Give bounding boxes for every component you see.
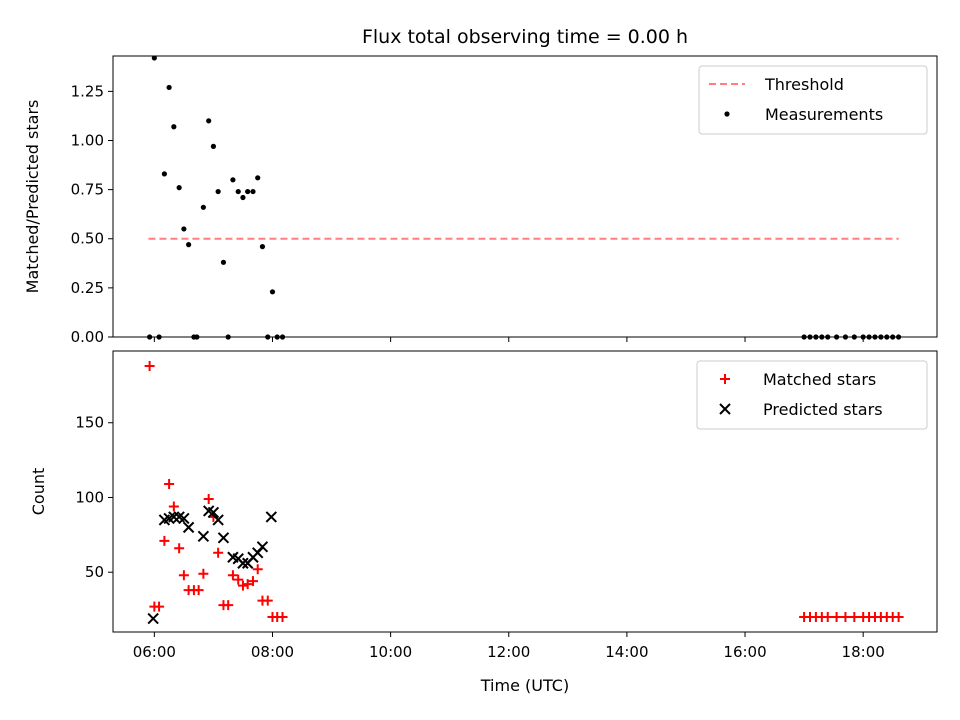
top-legend-label-0: Threshold [764,75,844,94]
bottom-point-1-14 [237,557,249,569]
bottom-legend-label-1: Predicted stars [763,400,883,419]
x-tick-label-5: 16:00 [723,643,766,661]
top-ytick-label-3: 0.75 [71,181,104,199]
top-point-0-21 [250,188,256,195]
ratio-panel: 0.00 0.25 0.50 0.75 1.00 1.25 Matched/Predicte… [23,55,938,346]
top-point-0-11 [200,204,206,210]
bottom-point-0-18 [233,574,244,585]
top-ytick-label-4: 1.00 [71,131,104,149]
top-point-0-1 [151,55,157,61]
top-y-axis-label: Matched/Predicted stars [23,100,42,294]
bottom-point-0-19 [237,580,248,591]
bottom-legend-box [696,360,928,430]
bottom-legend-swatch-1 [719,403,731,415]
top-point-0-17 [230,177,236,183]
top-point-0-18 [235,188,241,195]
bottom-point-1-5 [178,512,190,525]
top-point-0-23 [259,244,266,250]
bottom-point-0-32 [822,612,833,623]
top-point-0-4 [166,84,172,91]
bottom-legend-label-0: Matched stars [763,370,876,389]
top-point-0-6 [176,185,182,191]
bottom-series-0 [144,360,904,623]
bottom-point-1-10 [212,514,224,526]
top-point-0-14 [215,188,221,195]
x-tick-label-4: 14:00 [605,643,648,661]
bottom-point-1-7 [197,530,210,543]
top-point-0-25 [269,289,276,295]
bottom-point-0-17 [227,570,238,581]
bottom-point-0-4 [164,479,175,490]
top-point-0-7 [181,226,187,232]
x-tick-label-3: 12:00 [487,643,530,661]
bottom-point-0-11 [198,568,209,579]
bottom-point-1-18 [256,541,269,553]
bottom-point-0-2 [154,601,165,612]
bottom-point-1-6 [182,521,195,534]
x-tick-label-0: 06:00 [133,643,176,661]
top-point-0-3 [161,171,167,177]
bottom-point-0-21 [247,576,258,587]
top-legend-box [698,65,928,135]
bottom-point-1-19 [265,511,278,523]
bottom-point-1-11 [217,532,230,544]
bottom-point-0-34 [840,612,851,623]
top-ytick-label-1: 0.25 [71,279,104,297]
top-point-0-20 [245,188,251,195]
top-legend: Threshold Measurements [698,65,928,135]
bottom-point-0-35 [849,612,860,623]
top-point-0-13 [210,143,217,149]
bottom-legend-swatch-0 [720,374,730,384]
bottom-series-1 [147,505,278,625]
bottom-point-0-27 [277,612,288,623]
bottom-ytick-label-1: 100 [75,488,104,506]
bottom-point-0-20 [242,579,253,590]
bottom-point-0-3 [159,535,170,546]
bottom-point-0-10 [193,585,204,596]
top-point-0-12 [206,118,212,124]
top-frame [112,55,938,338]
bottom-point-0-22 [252,564,263,575]
top-point-0-5 [171,124,177,130]
bottom-point-0-16 [223,600,234,611]
bottom-point-1-0 [147,612,159,625]
bottom-frame [112,350,938,633]
bottom-ytick-label-0: 50 [85,563,104,581]
x-tick-label-2: 10:00 [369,643,412,661]
bottom-point-0-7 [178,570,189,581]
bottom-ytick-label-2: 150 [75,414,104,432]
bottom-point-0-0 [144,360,155,371]
bottom-legend: Matched stars Predicted stars [696,360,928,430]
bottom-point-1-9 [207,506,220,519]
bottom-point-0-24 [262,595,273,606]
x-tick-label-1: 08:00 [251,643,294,661]
top-ytick-label-2: 0.50 [71,230,104,248]
top-point-0-22 [255,175,261,181]
bottom-point-0-14 [213,547,224,558]
bottom-point-0-5 [168,501,179,512]
top-legend-label-1: Measurements [765,105,883,124]
bottom-y-axis-label: Count [29,468,48,516]
x-axis-label: Time (UTC) [480,676,569,695]
top-legend-swatch-1 [724,111,730,117]
bottom-point-0-42 [893,612,904,623]
bottom-point-0-33 [831,612,842,623]
top-point-0-8 [186,242,192,248]
bottom-point-0-12 [203,493,214,504]
chart-title: Flux total observing time = 0.00 h [362,26,688,48]
bottom-point-0-6 [174,543,185,554]
top-ytick-label-0: 0.00 [71,328,104,346]
x-tick-label-6: 18:00 [842,643,885,661]
top-series-0 [147,55,902,340]
top-point-0-15 [220,259,227,265]
top-ytick-label-5: 1.25 [71,82,104,100]
count-panel: 50 100 150 06:00 08:00 10:00 12:00 14:00 16:00 18… [29,350,938,661]
top-point-0-19 [240,194,246,201]
